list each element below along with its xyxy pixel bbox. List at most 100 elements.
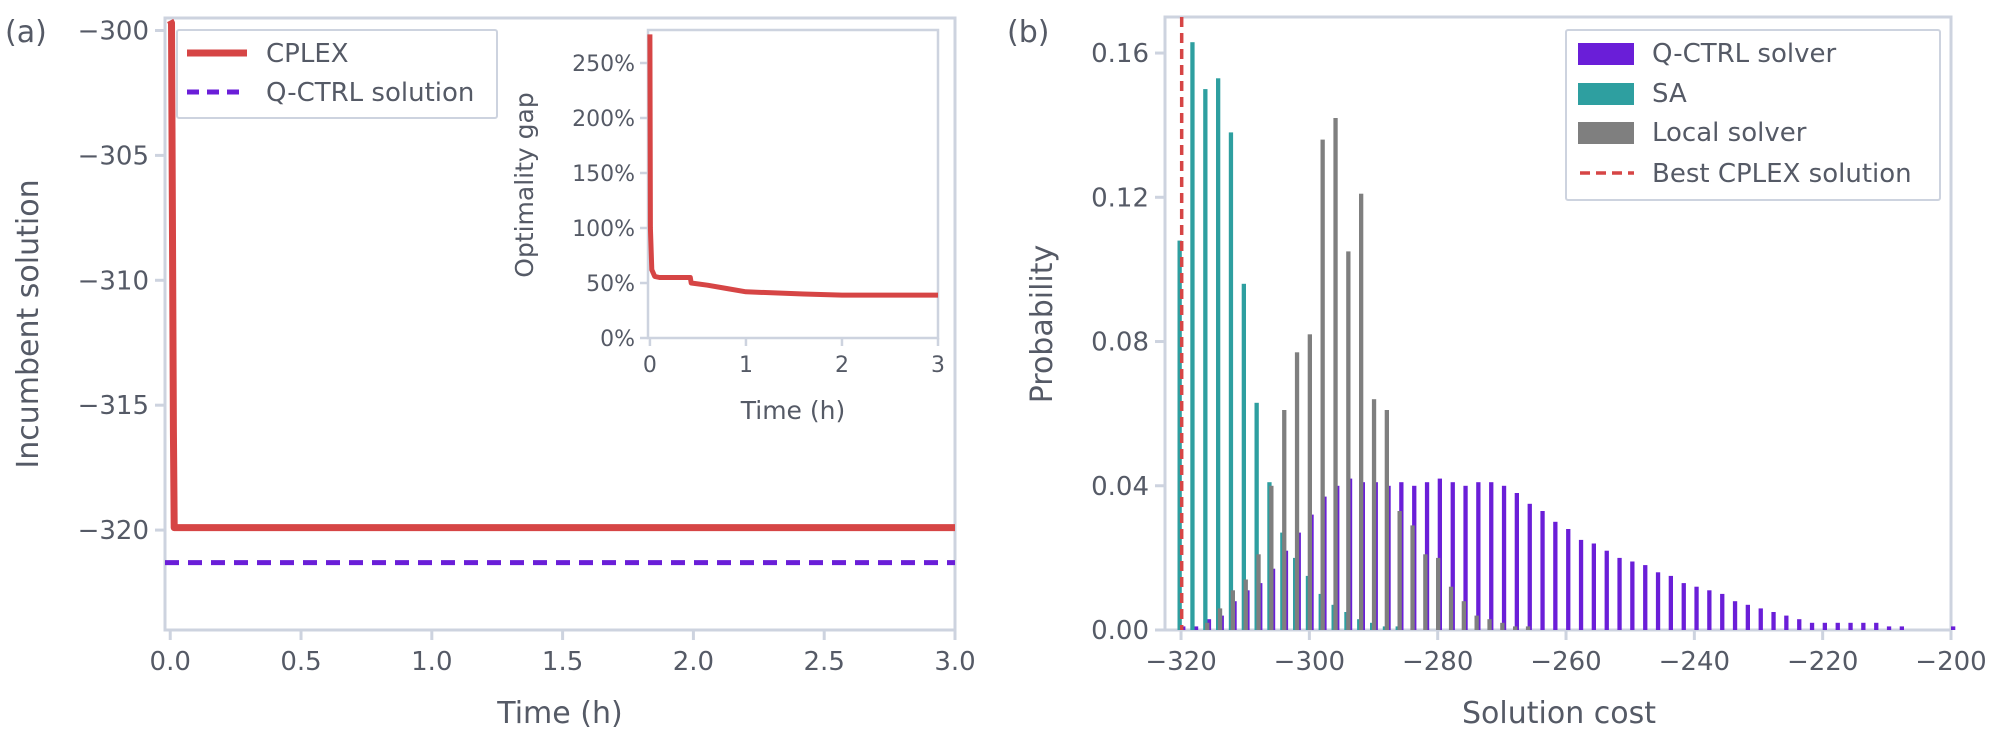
panel-a-y-axis-label: Incumbent solution (11, 179, 46, 468)
local-solver-bar (1423, 554, 1428, 630)
local-solver-bar (1525, 626, 1531, 630)
qctrl-solver-bar (1540, 511, 1545, 630)
qctrl-solver-bar (1784, 615, 1789, 630)
panel-a-x-tick-label: 2.0 (673, 647, 714, 677)
sa-bar (1216, 78, 1221, 631)
local-solver-bar (1269, 485, 1274, 630)
qctrl-solver-bar (1835, 622, 1840, 630)
local-solver-bar (1487, 619, 1492, 630)
qctrl-solver-bar (1861, 622, 1866, 630)
local-solver-bar (1359, 193, 1364, 630)
local-solver-bar (1205, 622, 1210, 630)
panel-b-x-tick-label: −320 (1145, 647, 1216, 677)
inset-x-tick-label: 2 (835, 353, 849, 378)
panel-a-y-tick-label: −305 (78, 141, 149, 171)
local-solver-bar (1243, 579, 1248, 630)
panel-b-x-tick-label: −300 (1274, 647, 1345, 677)
qctrl-solver-bar (1732, 601, 1738, 630)
panel-a-ticks: 0.0 0.5 1.0 1.5 2.0 2.5 3.0 −300 −305 −310 −315 −32… (78, 16, 976, 677)
qctrl-solver-bar (1874, 622, 1879, 630)
qctrl-solver-bar (1720, 593, 1725, 630)
local-solver-bar (1384, 410, 1389, 630)
qctrl-solver-bar (1527, 503, 1532, 630)
panel-b-y-tick-label: 0.16 (1091, 39, 1149, 69)
panel-b-chart: (b) −320 −300 −280 −260 −240 −220 −200 0.00 0.04… (1007, 15, 1987, 731)
panel-b-x-tick-label: −240 (1659, 647, 1730, 677)
cplex-incumbent-line (167, 18, 955, 532)
local-solver-bar (1461, 601, 1466, 630)
legend-qctrl-solver-label: Q-CTRL solver (1652, 39, 1836, 69)
inset-y-tick-label: 0% (600, 327, 635, 352)
local-solver-bar (1307, 334, 1312, 630)
qctrl-solver-bar (1463, 485, 1468, 630)
qctrl-solver-bar (1951, 626, 1956, 630)
sa-bar (1228, 132, 1234, 630)
local-solver-bar (1436, 557, 1441, 630)
panel-b-legend-box (1565, 29, 1941, 201)
inset-background (645, 28, 941, 338)
sa-bar (1203, 89, 1208, 631)
inset-y-axis-label: Optimality gap (510, 92, 539, 277)
local-solver-bar (1230, 590, 1235, 630)
inset-x-tick-label: 3 (931, 353, 945, 378)
panel-a-x-tick-label: 0.0 (150, 647, 191, 677)
panel-a-label: (a) (5, 15, 47, 50)
panel-b-x-tick-label: −200 (1915, 647, 1986, 677)
panel-b-y-axis-label: Probability (1025, 245, 1060, 404)
qctrl-solver-bar (1553, 521, 1558, 630)
qctrl-solver-bar (1655, 572, 1661, 630)
inset-x-tick-label: 0 (643, 353, 657, 378)
qctrl-solver-bar (1437, 478, 1442, 630)
local-solver-bar (1346, 251, 1351, 630)
qctrl-solver-bar (1886, 626, 1892, 630)
qctrl-solver-bar (1476, 482, 1481, 630)
inset-ticks: 0 1 2 3 0% 50% 100% 150% 200% 250% (572, 52, 945, 378)
qctrl-solver-bar (1797, 619, 1802, 630)
local-solver-bar (1513, 626, 1518, 630)
legend-qctrl-solver-swatch (1578, 43, 1634, 65)
panel-a-y-tick-label: −310 (78, 266, 149, 296)
qctrl-solver-bar (1758, 608, 1763, 630)
panel-b-x-tick-label: −260 (1530, 647, 1601, 677)
inset-y-tick-label: 200% (572, 107, 635, 132)
qctrl-solver-bar (1848, 622, 1853, 630)
panel-b-y-tick-label: 0.12 (1091, 183, 1149, 213)
qctrl-solver-bar (1501, 485, 1507, 630)
qctrl-solver-bar (1193, 626, 1199, 630)
qctrl-solver-bar (1694, 586, 1699, 630)
panel-a-y-tick-label: −320 (78, 516, 149, 546)
qctrl-solver-bar (1578, 539, 1584, 630)
panel-a-inset: 0 1 2 3 0% 50% 100% 150% 200% 250% Time (h) Optim… (510, 28, 945, 425)
panel-b-x-axis-label: Solution cost (1462, 696, 1656, 731)
qctrl-solver-bar (1643, 565, 1648, 630)
qctrl-solver-bar (1604, 550, 1609, 630)
local-solver-bar (1474, 615, 1479, 630)
qctrl-solver-bar (1668, 575, 1673, 630)
panel-a-x-tick-label: 0.5 (280, 647, 321, 677)
panel-a-chart: (a) 0.0 0.5 1.0 1.5 2.0 2.5 3.0 −300 −305 −310 −31… (5, 15, 976, 731)
inset-y-tick-label: 150% (572, 162, 635, 187)
panel-a-x-tick-label: 3.0 (934, 647, 975, 677)
panel-b-label: (b) (1007, 15, 1049, 50)
panel-a-lines (165, 18, 955, 566)
local-solver-bar (1217, 608, 1223, 630)
legend-local-solver-swatch (1578, 122, 1634, 144)
qctrl-solver-bar (1617, 557, 1622, 630)
qctrl-solver-bar (1822, 622, 1827, 630)
qctrl-solver-bar (1514, 493, 1519, 630)
panel-b-bars (1177, 42, 1956, 631)
legend-local-solver-label: Local solver (1652, 118, 1807, 148)
panel-b-plot-frame (1163, 15, 1953, 632)
inset-x-axis-label: Time (h) (740, 396, 845, 425)
local-solver-bar (1320, 139, 1325, 630)
sa-bar (1254, 402, 1259, 630)
panel-a-x-axis-label: Time (h) (496, 696, 622, 731)
qctrl-solver-bar (1745, 604, 1750, 630)
panel-a-plot-frame (163, 16, 957, 632)
inset-lines (647, 34, 938, 298)
panel-a-x-tick-label: 1.5 (542, 647, 583, 677)
local-solver-bar (1371, 399, 1377, 630)
legend-sa-label: SA (1652, 79, 1687, 109)
local-solver-bar (1410, 525, 1415, 630)
inset-optimality-gap-line (647, 34, 938, 298)
